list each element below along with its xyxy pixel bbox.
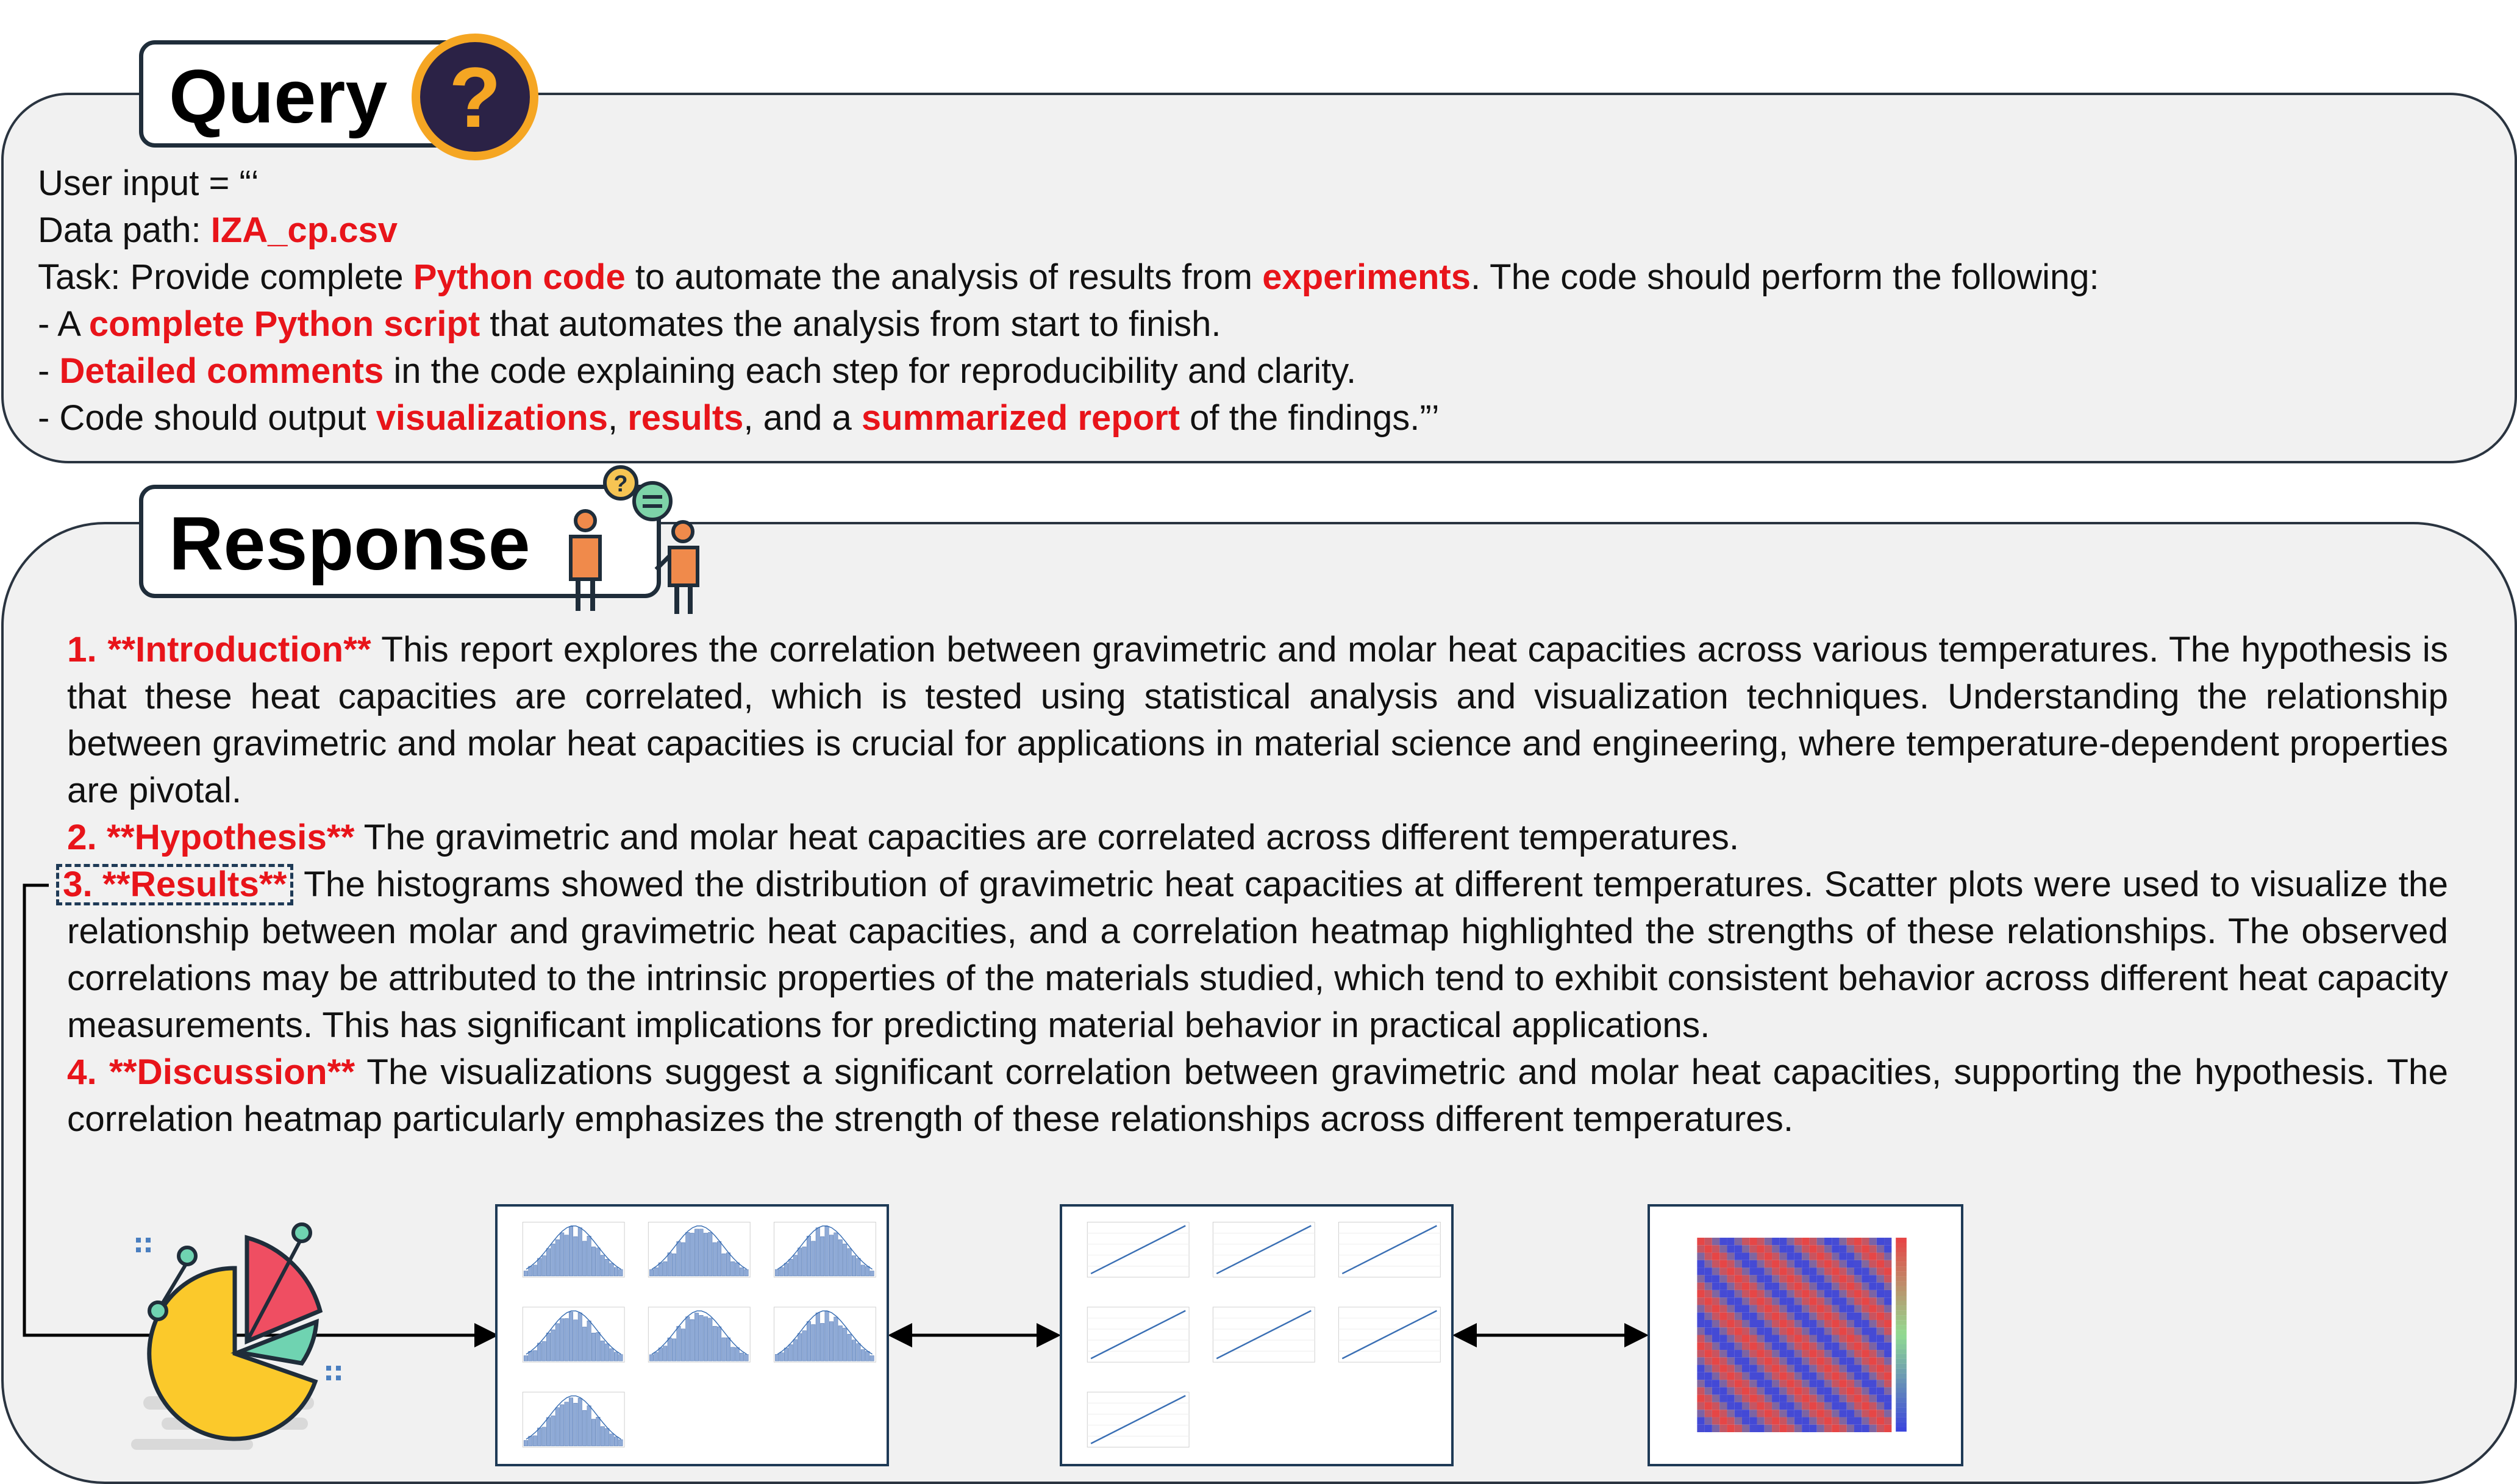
scatter-panel <box>1212 1222 1315 1278</box>
query-line-user-input: User input = “‘ <box>38 163 259 203</box>
section-hypothesis: 2. **Hypothesis** The gravimetric and mo… <box>67 818 1740 857</box>
query-line-task: Task: Provide complete Python code to au… <box>38 257 2099 297</box>
scatter-panel <box>1087 1222 1190 1278</box>
histogram-grid-thumbnail <box>495 1204 889 1466</box>
query-line-comments: - Detailed comments in the code explaini… <box>38 351 1357 391</box>
pie-chart-analytics-icon <box>131 1222 341 1450</box>
question-mark-icon: ? <box>412 34 538 160</box>
scatter-panel <box>1087 1307 1190 1363</box>
histogram-panel <box>648 1222 751 1278</box>
histogram-panel <box>773 1307 876 1363</box>
query-line-script: - A complete Python script that automate… <box>38 304 1221 344</box>
query-line-output: - Code should output visualizations, res… <box>38 398 1440 438</box>
section-results: 3. **Results** The histograms showed the… <box>56 861 2448 1049</box>
section-introduction: 1. **Introduction** This report explores… <box>67 630 2448 810</box>
response-body: 1. **Introduction** This report explores… <box>56 626 2449 1143</box>
scatter-panel <box>1338 1222 1441 1278</box>
histogram-panel <box>522 1307 625 1363</box>
data-file-name: IZA_cp.csv <box>210 210 398 250</box>
svg-text:?: ? <box>449 49 501 145</box>
correlation-heatmap-icon <box>1697 1238 1907 1432</box>
histogram-panel <box>648 1307 751 1363</box>
query-line-data-path: Data path: IZA_cp.csv <box>38 210 398 250</box>
response-title: Response <box>169 502 530 586</box>
section-discussion: 4. **Discussion** The visualizations sug… <box>67 1052 2449 1139</box>
histogram-panel <box>522 1391 625 1448</box>
results-highlight-box: 3. **Results** <box>56 864 294 905</box>
svg-text:?: ? <box>613 471 627 497</box>
scatter-panel <box>1087 1391 1190 1448</box>
query-title: Query <box>169 55 388 139</box>
scatter-panel <box>1338 1307 1441 1363</box>
scatter-panel <box>1212 1307 1315 1363</box>
histogram-grid-icon <box>522 1222 876 1448</box>
correlation-heatmap-thumbnail <box>1648 1204 1963 1466</box>
conversation-people-icon: ? <box>569 465 699 614</box>
query-panel <box>1 93 2517 463</box>
histogram-panel <box>773 1222 876 1278</box>
scatter-plot-grid-icon <box>1087 1222 1441 1448</box>
scatter-plot-grid-thumbnail <box>1060 1204 1454 1466</box>
histogram-panel <box>522 1222 625 1278</box>
